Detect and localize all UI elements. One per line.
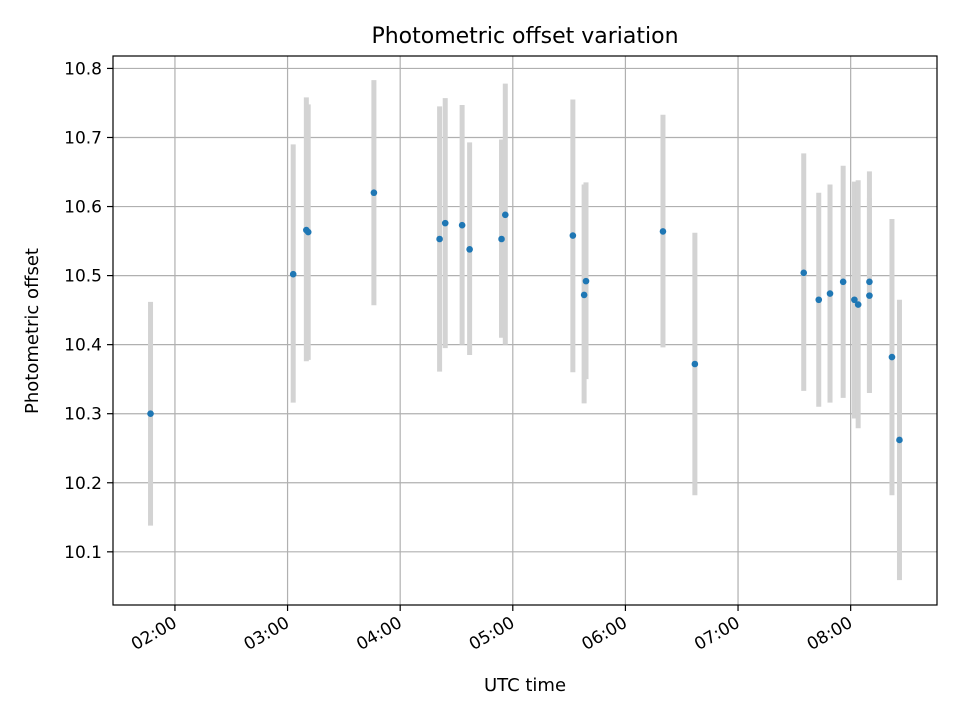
grid <box>113 56 937 605</box>
data-point <box>147 410 154 418</box>
data-point <box>582 277 590 285</box>
plot-frame <box>112 55 938 606</box>
data-point <box>441 219 449 227</box>
data-point <box>289 270 297 278</box>
data-point <box>569 232 577 239</box>
y-tick-label: 10.6 <box>64 198 102 218</box>
data-point <box>888 353 896 361</box>
data-point <box>580 291 588 299</box>
data-point <box>839 278 847 286</box>
data-point <box>826 290 834 297</box>
data-point <box>370 189 378 197</box>
data-point <box>866 292 873 299</box>
chart-title: Photometric offset variation <box>371 24 678 49</box>
y-tick-label: 10.4 <box>64 336 102 356</box>
y-tick-label: 10.1 <box>64 543 102 563</box>
y-tick-label: 10.5 <box>64 267 102 287</box>
data-point <box>800 269 808 277</box>
y-tick-label: 10.2 <box>64 474 102 494</box>
y-axis-label: Photometric offset <box>22 248 43 414</box>
y-tick-label: 10.8 <box>64 59 102 79</box>
data-point <box>854 301 862 308</box>
x-axis-label: UTC time <box>484 675 566 696</box>
data-point <box>466 246 473 253</box>
data-point <box>498 235 505 243</box>
data-point <box>866 278 873 286</box>
data-point <box>815 296 823 304</box>
data-point <box>851 296 858 304</box>
data-point <box>691 360 699 368</box>
y-tick-label: 10.3 <box>64 405 102 425</box>
data-point <box>501 211 509 219</box>
data-point <box>304 228 312 236</box>
y-axis-ticks: 10.1 10.2 10.3 10.4 10.5 10.6 10.7 10.8 <box>64 59 113 563</box>
data-point <box>436 235 443 243</box>
data-point <box>659 228 667 235</box>
data-points <box>147 189 903 444</box>
y-tick-label: 10.7 <box>64 128 102 148</box>
data-point <box>896 436 903 444</box>
data-point <box>458 221 466 229</box>
